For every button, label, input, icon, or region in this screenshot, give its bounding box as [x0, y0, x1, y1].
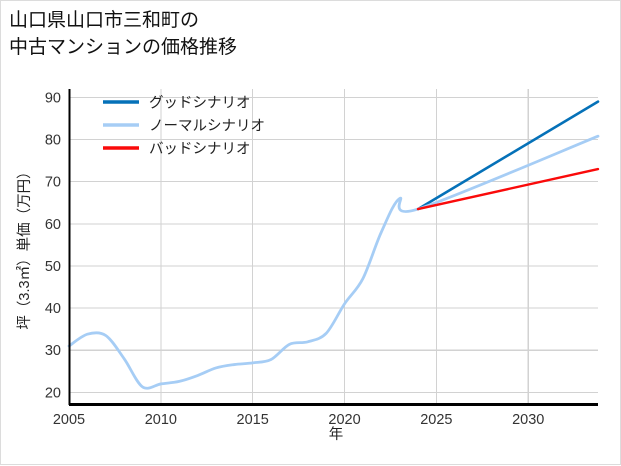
series-line: [416, 167, 600, 211]
series-line: [67, 134, 600, 390]
y-tick-label: 30: [45, 343, 61, 359]
y-tick-label: 70: [45, 175, 61, 191]
x-tick-label: 2025: [420, 412, 452, 428]
y-tick-label: 90: [45, 90, 61, 106]
x-axis-title: 年: [329, 426, 344, 443]
x-tick-label: 2005: [53, 412, 85, 428]
y-tick-label: 50: [45, 259, 61, 275]
x-tick-label: 2015: [237, 412, 269, 428]
y-axis-title: 坪（3.3㎡）単価（万円）: [16, 164, 33, 329]
axis-spines: [68, 89, 598, 406]
chart-title: 山口県山口市三和町の 中古マンションの価格推移: [9, 10, 238, 58]
y-tick-labels: 20 30 40 50 60 70 80 90: [45, 90, 61, 401]
x-tick-label: 2010: [145, 412, 177, 428]
x-tick-labels: 2005 2010 2015 2020 2025 2030: [53, 412, 544, 428]
y-tick-label: 60: [45, 217, 61, 233]
y-tick-label: 40: [45, 301, 61, 317]
y-tick-label: 80: [45, 133, 61, 149]
x-tick-label: 2030: [512, 412, 544, 428]
data-series-group: [67, 100, 600, 390]
legend-label: ノーマルシナリオ: [149, 119, 265, 135]
legend-label: バッドシナリオ: [149, 142, 251, 158]
x-gridlines: [68, 89, 529, 405]
x-tick-label: 2020: [328, 412, 360, 428]
y-gridlines: [69, 96, 598, 393]
y-tick-label: 20: [45, 385, 61, 401]
legend-label: グッドシナリオ: [149, 95, 251, 112]
series-line: [416, 100, 600, 211]
